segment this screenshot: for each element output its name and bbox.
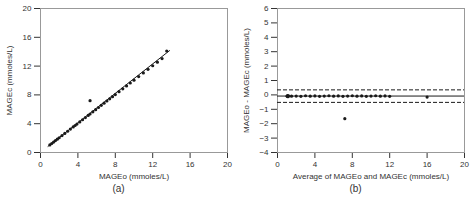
svg-text:8: 8 [27, 90, 32, 99]
svg-text:0: 0 [264, 90, 269, 99]
svg-text:4: 4 [264, 33, 269, 42]
svg-text:4: 4 [313, 160, 318, 169]
svg-text:4: 4 [27, 119, 32, 128]
svg-text:16: 16 [186, 160, 195, 169]
svg-text:20: 20 [223, 160, 232, 169]
svg-text:12: 12 [23, 62, 32, 71]
svg-text:8: 8 [350, 160, 355, 169]
svg-text:6: 6 [264, 4, 269, 13]
svg-text:12: 12 [148, 160, 157, 169]
svg-text:0: 0 [38, 160, 43, 169]
svg-text:2: 2 [264, 62, 269, 71]
svg-text:5: 5 [264, 18, 269, 27]
svg-text:1: 1 [264, 76, 269, 85]
svg-text:3: 3 [264, 47, 269, 56]
svg-text:0: 0 [275, 160, 280, 169]
svg-text:−1: −1 [259, 105, 269, 114]
svg-text:−3: −3 [259, 134, 269, 143]
svg-text:20: 20 [23, 4, 32, 13]
svg-text:4: 4 [76, 160, 81, 169]
svg-text:20: 20 [460, 160, 469, 169]
html-text:(b): (b) [349, 183, 362, 194]
svg-text:16: 16 [23, 33, 32, 42]
svg-text:16: 16 [423, 160, 432, 169]
svg-text:−2: −2 [259, 119, 269, 128]
svg-text:0: 0 [27, 148, 32, 157]
svg-text:MAGEo (mmoles/L): MAGEo (mmoles/L) [99, 172, 170, 181]
svg-text:Average of MAGEo and MAGEc (mm: Average of MAGEo and MAGEc (mmoles/L) [293, 172, 450, 181]
svg-text:−4: −4 [259, 148, 269, 157]
html-text:(a): (a) [112, 183, 125, 194]
svg-text:8: 8 [113, 160, 118, 169]
svg-text:MAGEc (mmoles/L): MAGEc (mmoles/L) [5, 45, 14, 115]
svg-text:MAGEo - MAGEc (mmoles/L): MAGEo - MAGEc (mmoles/L) [242, 28, 251, 133]
svg-text:12: 12 [385, 160, 394, 169]
